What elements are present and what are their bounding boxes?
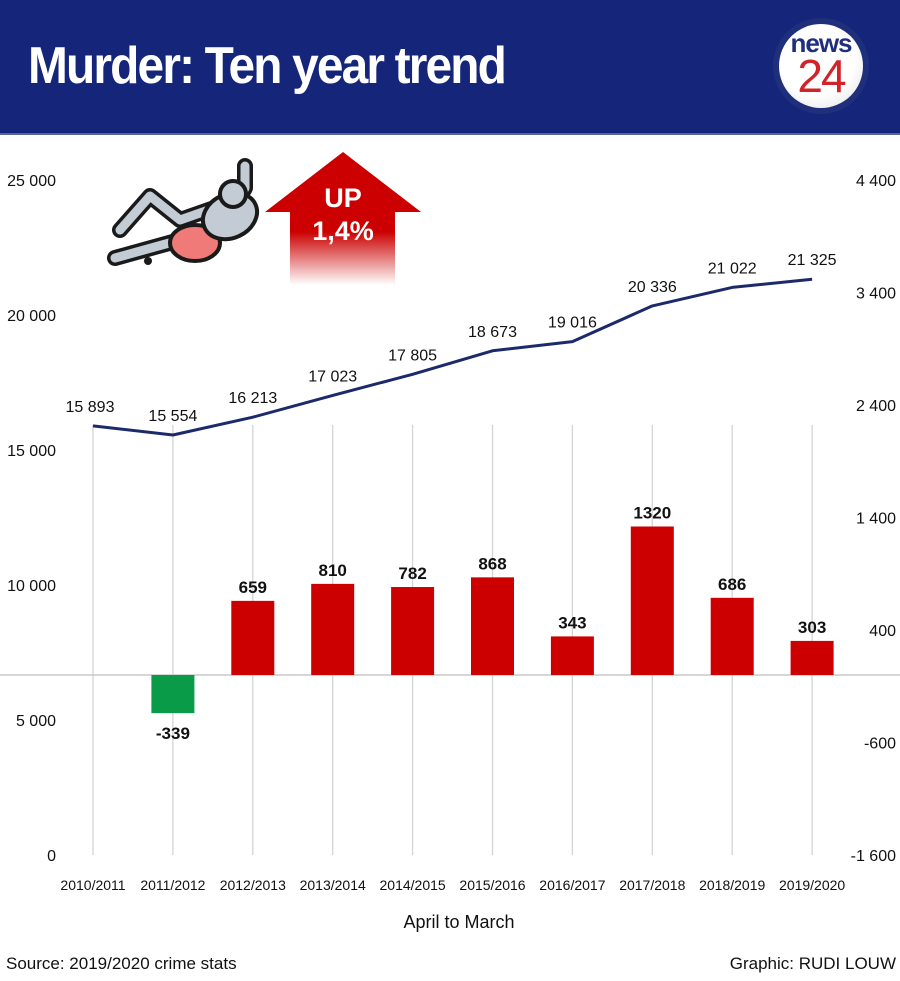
bar-value-label: 659 <box>239 578 267 597</box>
bar-value-label: 303 <box>798 618 826 637</box>
category-label: 2013/2014 <box>300 877 366 893</box>
chalk-outline-body-icon <box>107 158 260 266</box>
left-axis-tick-label: 10 000 <box>7 578 56 595</box>
right-axis-tick-label: 1 400 <box>856 511 896 528</box>
category-label: 2010/2011 <box>60 877 125 893</box>
bar <box>391 587 435 675</box>
bar-value-label: 782 <box>398 564 426 583</box>
left-axis-tick-label: 20 000 <box>7 308 56 325</box>
bar <box>790 640 834 675</box>
left-axis-tick-label: 0 <box>47 848 56 865</box>
bar <box>231 600 275 675</box>
line-value-label: 15 554 <box>148 408 197 425</box>
category-label: 2015/2016 <box>459 877 525 893</box>
bar-value-label: 868 <box>478 554 506 573</box>
bar-value-label: 343 <box>558 613 586 632</box>
badge-line2: 1,4% <box>312 216 374 246</box>
page-title: Murder: Ten year trend <box>28 37 507 95</box>
left-axis-tick-label: 5 000 <box>16 713 56 730</box>
line-value-label: 21 022 <box>708 260 757 277</box>
up-arrow-icon: UP 1,4% <box>265 152 421 285</box>
right-axis-tick-label: -600 <box>864 736 896 753</box>
line-series: 15 893 15 554 16 213 17 023 17 805 18 673 19 0… <box>66 252 837 437</box>
news24-logo: news 24 <box>773 18 869 114</box>
bar <box>710 597 754 675</box>
bar-value-label: 686 <box>718 575 746 594</box>
line-value-label: 21 325 <box>788 252 837 269</box>
line-value-label: 17 805 <box>388 347 437 364</box>
line-value-label: 17 023 <box>308 368 357 385</box>
header-banner: Murder: Ten year trend news 24 <box>0 0 900 135</box>
bar-value-label: 810 <box>319 561 347 580</box>
line-value-label: 20 336 <box>628 279 677 296</box>
x-axis-title: April to March <box>403 912 515 932</box>
logo-text-news: news <box>790 28 852 58</box>
category-label: 2017/2018 <box>619 877 685 893</box>
category-label: 2011/2012 <box>140 877 205 893</box>
grid-lines <box>0 425 900 855</box>
bar <box>630 526 674 675</box>
bar <box>311 583 355 675</box>
line-value-label: 15 893 <box>66 399 115 416</box>
murder-trend-line <box>92 277 813 437</box>
right-axis-tick-label: 2 400 <box>856 398 896 415</box>
right-axis-tick-label: 400 <box>869 623 896 640</box>
category-label: 2019/2020 <box>779 877 845 893</box>
category-label: 2012/2013 <box>220 877 286 893</box>
graphic-credit: Graphic: RUDI LOUW <box>729 954 896 973</box>
right-axis: -1 600 -600 400 1 400 2 400 3 400 4 400 <box>851 173 896 865</box>
category-label: 2016/2017 <box>539 877 605 893</box>
left-axis-tick-label: 25 000 <box>7 173 56 190</box>
bar <box>550 636 594 675</box>
logo-circle: news 24 <box>779 24 863 108</box>
bar <box>151 675 195 714</box>
right-axis-tick-label: 3 400 <box>856 286 896 303</box>
bar-series: -339 659 810 782 868 343 1320 686 303 <box>151 504 834 743</box>
left-axis-tick-label: 15 000 <box>7 443 56 460</box>
line-value-label: 18 673 <box>468 324 517 341</box>
line-value-label: 19 016 <box>548 315 597 332</box>
bar <box>471 577 514 675</box>
bar-value-label: -339 <box>156 724 190 743</box>
bar-value-label: 1320 <box>633 504 671 523</box>
left-axis: 0 5 000 10 000 15 000 20 000 25 000 <box>7 173 56 865</box>
badge-line1: UP <box>324 183 362 213</box>
category-label: 2014/2015 <box>380 877 446 893</box>
category-axis: 2010/2011 2011/2012 2012/2013 2013/2014 2014… <box>60 877 845 893</box>
right-axis-tick-label: 4 400 <box>856 173 896 190</box>
logo-text-24: 24 <box>797 50 846 102</box>
line-value-label: 16 213 <box>228 390 277 407</box>
source-note: Source: 2019/2020 crime stats <box>6 954 237 973</box>
category-label: 2018/2019 <box>699 877 765 893</box>
right-axis-tick-label: -1 600 <box>851 848 896 865</box>
